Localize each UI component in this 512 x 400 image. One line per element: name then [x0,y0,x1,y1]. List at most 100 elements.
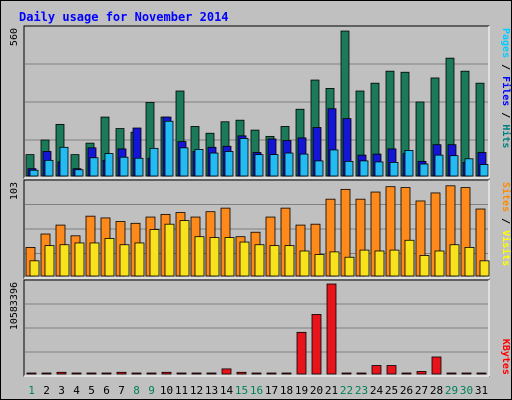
max-value-label: 103 [9,182,20,200]
day-label: 24 [370,384,384,397]
day-label: 25 [385,384,398,397]
bar-pages-day-16 [254,154,264,177]
day-label: 2 [43,384,50,397]
bar-kbytes-day-26 [401,372,412,375]
bar-kbytes-day-12 [191,372,202,375]
bar-kbytes-day-25 [386,365,397,375]
bar-visits-day-21 [329,251,340,277]
bar-kbytes-day-6 [101,372,112,375]
bar-visits-day-10 [164,223,175,277]
day-label: 14 [220,384,234,397]
day-label: 10 [160,384,173,397]
kbytes-panel: 10583396 KBytes [9,279,511,377]
bar-kbytes-day-22 [341,372,352,375]
bar-visits-day-5 [89,242,100,277]
bar-pages-day-18 [284,152,294,177]
bar-visits-day-28 [434,250,445,277]
bar-pages-day-2 [44,159,54,177]
day-label: 16 [250,384,263,397]
series-legend: Pages / Files / Hits [500,28,512,148]
chart-title: Daily usage for November 2014 [19,10,229,24]
bar-kbytes-day-16 [251,372,262,375]
day-label: 27 [415,384,428,397]
day-label: 23 [355,384,368,397]
bar-kbytes-day-3 [56,371,67,375]
bar-pages-day-4 [74,169,84,177]
day-label: 31 [475,384,488,397]
bar-pages-day-25 [389,162,399,177]
bar-visits-day-3 [59,244,70,277]
bar-visits-day-12 [194,236,205,277]
bar-visits-day-16 [254,244,265,277]
bar-kbytes-day-21 [326,283,337,375]
bar-visits-day-4 [74,242,85,277]
max-value-label: 560 [9,28,20,46]
bar-visits-day-24 [374,250,385,277]
bar-kbytes-day-24 [371,365,382,375]
bar-kbytes-day-23 [356,372,367,375]
bar-pages-day-19 [299,153,309,177]
bar-kbytes-day-28 [431,356,442,375]
bar-pages-day-24 [374,161,384,177]
bar-pages-day-31 [479,164,489,177]
bar-visits-day-9 [149,229,160,277]
bar-pages-day-17 [269,154,279,177]
bar-pages-day-20 [314,160,324,177]
bar-visits-day-2 [44,245,55,277]
bar-pages-day-12 [194,149,204,177]
bar-pages-day-14 [224,151,234,177]
bar-pages-day-13 [209,152,219,177]
bar-visits-day-17 [269,245,280,277]
legend-entry: Hits [500,124,512,148]
day-label: 7 [118,384,125,397]
bar-visits-day-20 [314,254,325,277]
bar-pages-day-30 [464,158,474,177]
bar-pages-day-10 [164,120,174,177]
legend-entry: Files [500,76,512,106]
day-label: 22 [340,384,353,397]
bar-visits-day-22 [344,256,355,277]
bar-pages-day-21 [329,149,339,177]
bar-pages-day-23 [359,160,369,177]
day-label: 11 [175,384,188,397]
bar-kbytes-day-13 [206,372,217,375]
bar-visits-day-26 [404,239,415,277]
bar-kbytes-day-10 [161,371,172,375]
bar-kbytes-day-31 [476,372,487,375]
day-label: 1 [28,384,35,397]
bar-pages-day-29 [449,155,459,177]
day-label: 19 [295,384,308,397]
bar-visits-day-31 [479,260,490,277]
bar-kbytes-day-11 [176,372,187,375]
bar-visits-day-27 [419,255,430,277]
legend-entry: Visits [500,230,512,266]
bar-kbytes-day-5 [86,372,97,375]
bar-kbytes-day-29 [446,372,457,375]
bar-pages-day-28 [434,154,444,177]
legend-entry: Pages [500,28,511,58]
day-label: 8 [133,384,140,397]
bar-visits-day-1 [29,260,40,277]
bar-visits-day-13 [209,237,220,277]
day-label: 9 [148,384,155,397]
bar-pages-day-3 [59,146,69,177]
day-label: 29 [445,384,458,397]
bar-pages-day-9 [149,147,159,177]
bar-pages-day-5 [89,157,99,177]
day-label: 30 [460,384,473,397]
bar-kbytes-day-27 [416,371,427,375]
day-label: 26 [400,384,413,397]
bar-kbytes-day-9 [146,372,157,375]
day-label: 18 [280,384,293,397]
max-value-label: 10583396 [9,282,20,330]
day-label: 5 [88,384,95,397]
legend-entry: / [500,106,511,124]
bar-kbytes-day-30 [461,372,472,375]
bar-kbytes-day-19 [296,331,307,375]
series-legend: Sites / Visits [500,182,512,266]
bar-visits-day-30 [464,247,475,277]
bar-kbytes-day-20 [311,314,322,375]
bar-kbytes-day-14 [221,368,232,375]
bar-pages-day-27 [419,163,429,177]
